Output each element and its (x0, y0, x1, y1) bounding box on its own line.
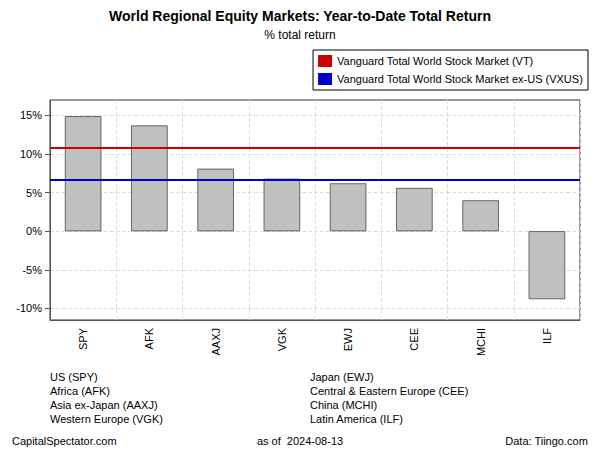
svg-text:Latin America (ILF): Latin America (ILF) (310, 413, 403, 425)
svg-text:VGK: VGK (276, 327, 288, 351)
svg-text:10%: 10% (20, 148, 42, 160)
svg-text:AFK: AFK (143, 327, 155, 349)
svg-text:AAXJ: AAXJ (210, 328, 222, 356)
svg-text:Data: Tiingo.com: Data: Tiingo.com (505, 435, 588, 447)
svg-text:CapitalSpectator.com: CapitalSpectator.com (12, 435, 117, 447)
svg-text:Western Europe (VGK): Western Europe (VGK) (50, 413, 163, 425)
svg-text:EWJ: EWJ (342, 328, 354, 351)
svg-text:China (MCHI): China (MCHI) (310, 399, 377, 411)
svg-text:Vanguard Total World Stock Mar: Vanguard Total World Stock Market (VT) (337, 55, 533, 67)
svg-text:Vanguard Total World Stock Mar: Vanguard Total World Stock Market ex-US … (337, 73, 583, 85)
svg-text:0%: 0% (26, 225, 42, 237)
svg-text:15%: 15% (20, 109, 42, 121)
svg-text:ILF: ILF (541, 328, 553, 344)
svg-text:-10%: -10% (16, 302, 42, 314)
svg-text:Asia ex-Japan (AAXJ): Asia ex-Japan (AAXJ) (50, 399, 158, 411)
svg-text:US (SPY): US (SPY) (50, 371, 98, 383)
svg-text:as of 2024-08-13: as of 2024-08-13 (257, 435, 343, 447)
svg-text:CEE: CEE (408, 328, 420, 351)
svg-text:5%: 5% (26, 187, 42, 199)
svg-text:SPY: SPY (77, 327, 89, 350)
svg-text:MCHI: MCHI (475, 328, 487, 356)
svg-text:Central & Eastern Europe (CEE): Central & Eastern Europe (CEE) (310, 385, 468, 397)
svg-text:-5%: -5% (22, 264, 42, 276)
svg-text:% total return: % total return (264, 28, 335, 42)
svg-text:World Regional Equity Markets:: World Regional Equity Markets: Year-to-D… (109, 8, 491, 24)
svg-text:Africa (AFK): Africa (AFK) (50, 385, 110, 397)
svg-text:Japan (EWJ): Japan (EWJ) (310, 371, 374, 383)
